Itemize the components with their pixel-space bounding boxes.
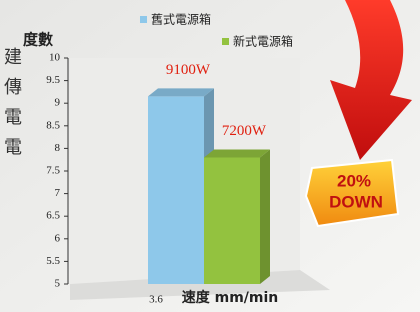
y-tick-label: 6 <box>55 232 61 244</box>
legend-label: 新式電源箱 <box>233 34 293 49</box>
legend-swatch <box>140 16 147 23</box>
bar <box>148 96 204 284</box>
y-tick-label: 10 <box>49 52 61 64</box>
x-axis-label: 速度 mm/min <box>182 289 279 306</box>
bar-top <box>148 88 214 96</box>
side-text: 傳 <box>4 77 22 98</box>
bar <box>204 157 260 284</box>
side-text: 電 <box>4 137 22 158</box>
bar-side <box>260 149 270 284</box>
y-tick-label: 7 <box>55 187 61 199</box>
legend-swatch <box>222 38 229 45</box>
y-tick-label: 9 <box>55 97 61 109</box>
y-tick-label: 8.5 <box>46 119 60 131</box>
bar-top <box>204 149 270 157</box>
annotation: 7200W <box>222 123 267 139</box>
badge-text: DOWN <box>329 192 383 211</box>
side-text: 電 <box>4 107 22 128</box>
y-tick-label: 8 <box>55 142 61 154</box>
annotation: 9100W <box>166 62 211 78</box>
y-tick-label: 9.5 <box>46 74 60 86</box>
chart: 20% DOWN 度數 速度 mm/min 10 9.5 9 8.5 8 7.5 7 6.5 6… <box>0 0 420 312</box>
badge-text: 20% <box>337 171 371 190</box>
y-tick-label: 5 <box>55 278 61 290</box>
y-tick-label: 7.5 <box>46 165 60 177</box>
y-tick-label: 6.5 <box>46 210 60 222</box>
x-tick-label: 3.6 <box>149 294 163 306</box>
legend-label: 舊式電源箱 <box>151 12 211 27</box>
y-tick-label: 5.5 <box>46 255 60 267</box>
y-axis-label: 度數 <box>23 31 53 49</box>
side-text: 建 <box>4 47 22 68</box>
